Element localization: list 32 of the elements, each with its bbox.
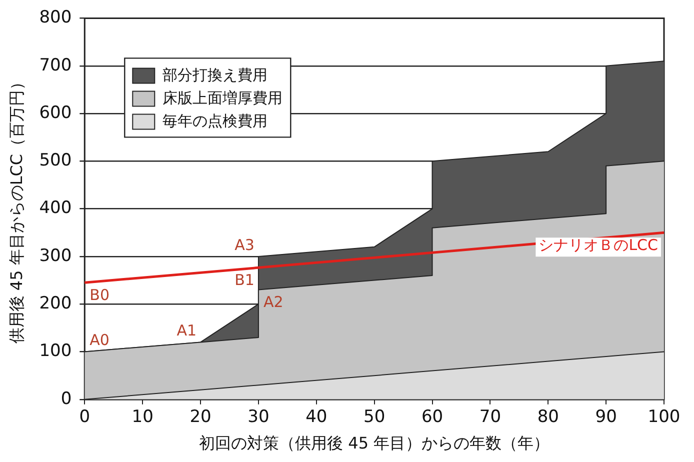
x-tick-label: 60 — [421, 407, 444, 428]
x-tick-label: 50 — [364, 407, 386, 428]
x-axis-title: 初回の対策（供用後 45 年目）からの年数（年） — [199, 434, 550, 453]
y-tick-label: 500 — [39, 150, 72, 171]
series-label: シナリオＢのLCC — [538, 236, 658, 254]
y-tick-label: 700 — [39, 55, 72, 76]
annotation: B0 — [90, 286, 110, 304]
y-tick-label: 300 — [39, 246, 72, 266]
x-tick-label: 10 — [132, 407, 154, 428]
y-tick-label: 800 — [39, 8, 72, 28]
y-tick-label: 100 — [39, 341, 72, 362]
annotation: A2 — [263, 293, 284, 312]
y-tick-label: 200 — [39, 294, 72, 314]
x-tick-label: 100 — [648, 407, 680, 428]
x-tick-label: 40 — [306, 407, 328, 428]
y-tick-label: 0 — [60, 388, 72, 409]
y-tick-label: 600 — [39, 102, 72, 123]
x-tick-label: 20 — [190, 407, 212, 428]
annotation: A3 — [234, 236, 254, 254]
x-tick-label: 90 — [595, 407, 617, 428]
annotation: A0 — [90, 331, 110, 350]
annotation: B1 — [234, 270, 254, 289]
legend-label: 毎年の点検費用 — [162, 112, 268, 130]
legend-label: 床版上面増厚費用 — [162, 89, 283, 108]
x-tick-label: 80 — [537, 407, 559, 428]
y-tick-label: 400 — [39, 198, 72, 218]
annotation: A1 — [176, 322, 197, 340]
x-tick-label: 30 — [248, 407, 270, 428]
y-axis-title: 供用後 45 年目からのLCC（百万円） — [6, 74, 26, 344]
legend-label: 部分打換え費用 — [162, 66, 268, 84]
x-tick-label: 0 — [79, 407, 90, 428]
x-tick-label: 70 — [479, 407, 502, 428]
